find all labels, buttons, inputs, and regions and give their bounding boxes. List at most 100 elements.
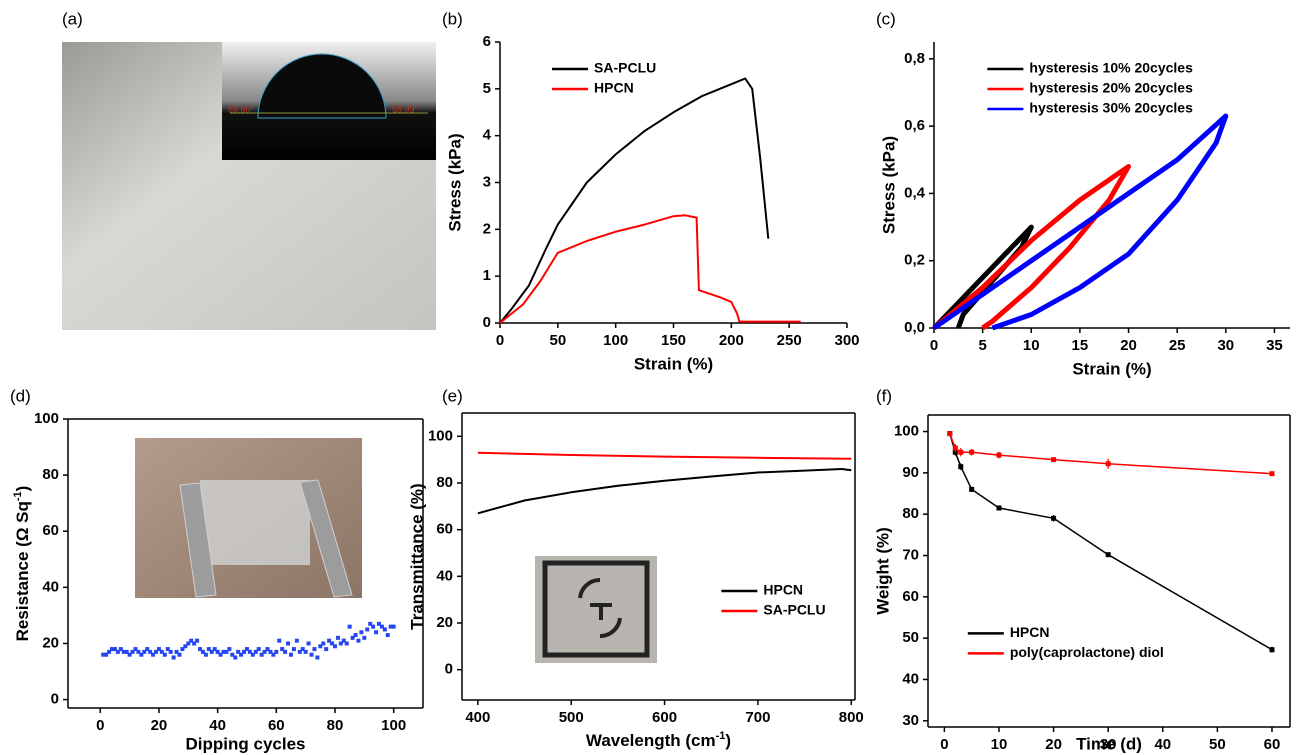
y-tick-label: 60 [902,588,919,605]
marker [969,486,975,492]
inset-e [535,556,657,663]
point [206,647,211,652]
y-tick-label: 70 [902,546,919,563]
point [168,649,173,654]
x-tick-label: 20 [1120,337,1137,354]
marker [996,452,1002,458]
y-tick-label: 0,4 [904,184,926,201]
marker [996,505,1002,511]
legend-label: hysteresis 30% 20cycles [1029,100,1193,116]
point [151,652,156,657]
point [189,638,194,643]
axis-title: Stress (kPa) [445,133,464,231]
marker [958,464,964,470]
point [271,652,276,657]
point [186,641,191,646]
series-line [932,113,1229,331]
point [253,649,258,654]
marker [1269,471,1275,477]
series-line [499,77,770,324]
point [221,649,226,654]
point [306,641,311,646]
logo [578,577,622,639]
point [359,630,364,635]
point [344,641,349,646]
panel-label: (c) [876,9,896,28]
point [365,627,370,632]
x-tick-label: 25 [1169,337,1186,354]
x-tick-label: 600 [652,709,677,726]
point [379,624,384,629]
legend-label: SA-PCLU [594,60,656,76]
y-tick-label: 2 [483,220,491,237]
x-tick-label: 0 [96,717,104,734]
series-line [477,451,852,460]
x-tick-label: 250 [777,332,802,349]
axis-title: Stress (kPa) [879,136,898,234]
x-tick-label: 30 [1100,736,1117,753]
x-tick-label: 20 [151,717,168,734]
y-tick-label: 0,2 [904,252,925,269]
point [315,655,320,660]
marker [958,449,964,455]
point [130,649,135,654]
point [391,624,396,629]
point [233,655,238,660]
x-tick-label: 300 [834,332,859,349]
point [277,638,282,643]
point [165,647,170,652]
point [268,649,273,654]
point [177,652,182,657]
x-tick-label: 800 [839,709,864,726]
point [327,638,332,643]
point [353,633,358,638]
x-tick-label: 100 [381,717,406,734]
legend-label: HPCN [1010,624,1050,640]
point [239,652,244,657]
point [101,652,106,657]
point [385,633,390,638]
y-tick-label: 4 [483,127,492,144]
y-tick-label: 0,8 [904,50,925,67]
legend-label: hysteresis 10% 20cycles [1029,60,1193,76]
y-tick-label: 40 [436,567,453,584]
axis-title: Resistance (Ω Sq-1) [12,486,33,642]
series-line [932,164,1131,331]
point [297,649,302,654]
point [250,652,255,657]
electrode-right [299,479,353,598]
point [118,647,123,652]
point [230,652,235,657]
marker [1051,515,1057,521]
point [362,635,367,640]
y-tick-label: 0,6 [904,117,925,134]
point [203,652,208,657]
point [162,652,167,657]
y-tick-label: 100 [894,422,919,439]
point [294,638,299,643]
axis-title-part: Wavelength (cm [586,731,716,750]
y-tick-label: 40 [42,578,59,595]
y-tick-label: 1 [483,267,491,284]
series-line [477,468,852,515]
y-tick-label: 6 [483,33,491,50]
point [288,652,293,657]
point [312,647,317,652]
x-tick-label: 50 [549,332,566,349]
y-tick-label: 0 [51,691,59,708]
x-tick-label: 80 [327,717,344,734]
point [265,647,270,652]
legend-label: hysteresis 20% 20cycles [1029,80,1193,96]
y-tick-label: 0 [483,314,491,331]
point [330,641,335,646]
x-tick-label: 60 [268,717,285,734]
x-tick-label: 10 [1023,337,1040,354]
panel-label: (f) [876,386,892,405]
point [209,649,214,654]
film [200,480,310,565]
axis-title: Time (d) [1076,734,1142,753]
axis-title: Strain (%) [634,354,713,373]
point [121,649,126,654]
y-tick-label: 20 [42,634,59,651]
axis-title-part: Resistance (Ω Sq [13,501,32,641]
